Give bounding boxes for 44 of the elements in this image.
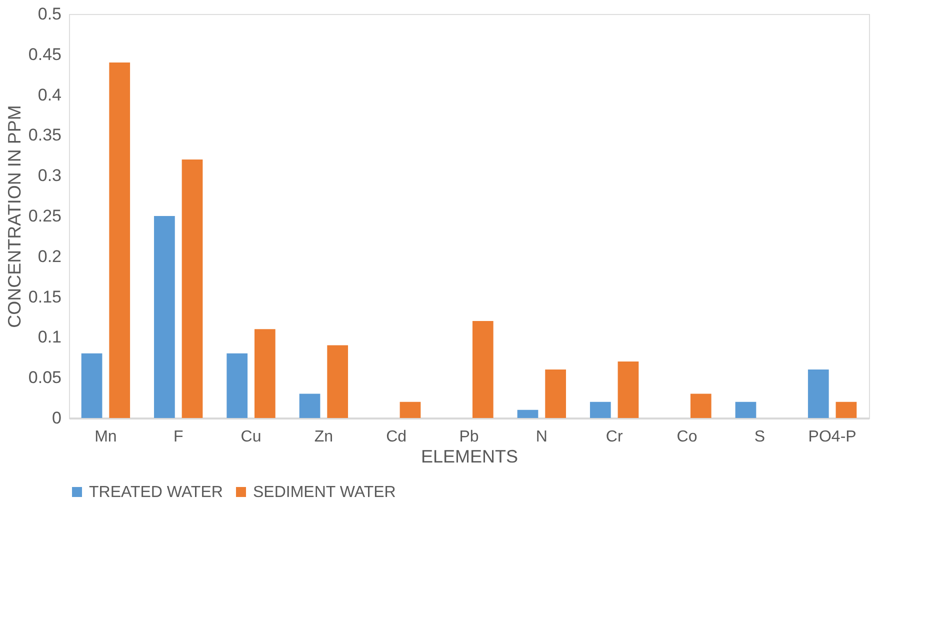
x-tick-label: Mn <box>94 428 117 446</box>
y-tick-label: 0.25 <box>28 206 62 226</box>
y-tick-label: 0.5 <box>38 4 62 24</box>
y-tick-label: 0.15 <box>28 287 62 306</box>
bar <box>327 345 348 418</box>
bar <box>154 216 175 418</box>
bar <box>836 402 857 418</box>
x-tick-label: PO4-P <box>808 428 856 446</box>
y-tick-label: 0.45 <box>28 44 62 64</box>
bar <box>590 402 611 418</box>
x-tick-label: Co <box>676 428 698 446</box>
y-tick-label: 0 <box>52 408 62 428</box>
bar <box>254 329 276 418</box>
bar <box>400 402 421 418</box>
legend-label: TREATED WATER <box>89 484 223 501</box>
x-tick-label: F <box>173 428 184 446</box>
bar <box>109 62 130 418</box>
bar <box>299 394 320 418</box>
x-tick-label: Pb <box>459 428 479 446</box>
y-tick-label: 0.35 <box>28 126 62 145</box>
bar <box>182 159 203 418</box>
bar <box>545 370 566 418</box>
y-tick-label: 0.05 <box>28 368 62 388</box>
y-axis-title: CONCENTRATION IN PPM <box>4 105 24 328</box>
bar <box>81 353 102 418</box>
x-tick-label: S <box>754 428 765 446</box>
y-tick-label: 0.1 <box>38 328 62 347</box>
bar <box>226 353 248 418</box>
x-axis-title: ELEMENTS <box>420 446 518 466</box>
y-tick-label: 0.2 <box>38 246 62 266</box>
bar <box>808 370 829 418</box>
x-tick-label: Zn <box>314 428 334 446</box>
bar <box>618 361 639 418</box>
x-tick-label: N <box>536 428 548 446</box>
bar <box>517 410 538 418</box>
x-tick-label: Cd <box>386 428 407 446</box>
x-tick-label: Cu <box>240 428 262 446</box>
bar <box>690 394 712 418</box>
legend-label: SEDIMENT WATER <box>253 484 396 501</box>
x-tick-label: Cr <box>606 428 624 446</box>
bar <box>735 402 756 418</box>
y-tick-label: 0.3 <box>38 166 62 186</box>
bar <box>472 321 494 418</box>
y-tick-label: 0.4 <box>38 85 62 104</box>
